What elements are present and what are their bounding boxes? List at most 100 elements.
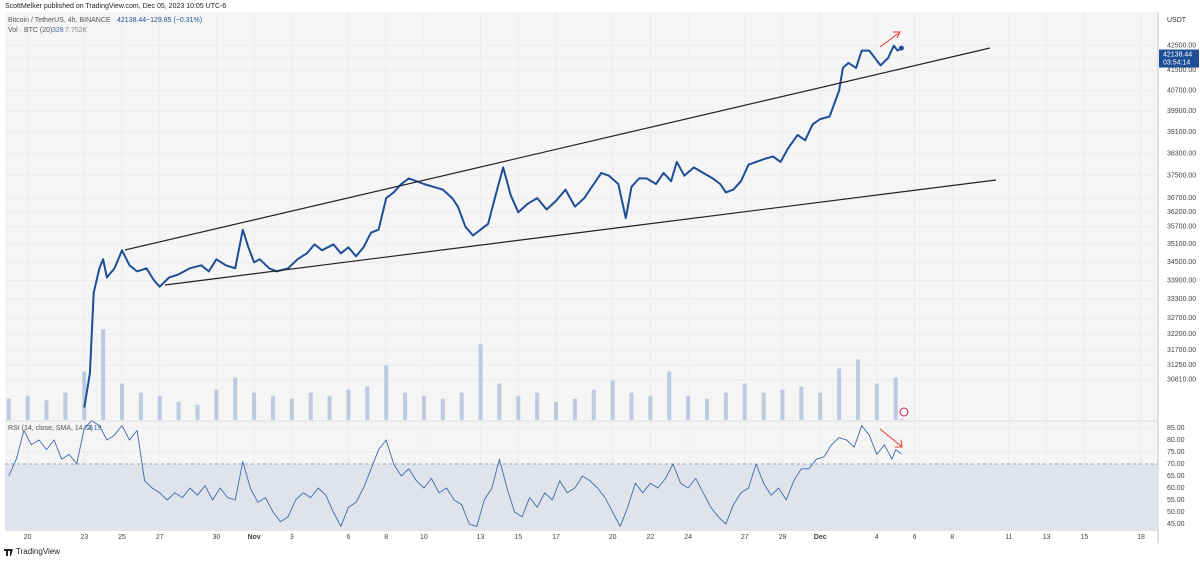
volume-bar	[686, 395, 691, 420]
volume	[6, 329, 904, 420]
y-tick-label: 38300.00	[1167, 151, 1196, 158]
volume-bar	[252, 392, 257, 420]
volume-ma: 7.752K	[65, 27, 88, 34]
y-tick-label: 36200.00	[1167, 209, 1196, 216]
volume-bar	[233, 377, 238, 420]
last-price: 42138.44	[117, 17, 146, 24]
volume-bar	[308, 392, 313, 420]
volume-bar	[667, 371, 672, 420]
y-tick-label: 33900.00	[1167, 277, 1196, 284]
volume-bar	[516, 395, 521, 420]
x-tick-label: Dec	[814, 534, 827, 541]
up-arrow-head	[893, 31, 901, 39]
volume-bar	[25, 395, 30, 420]
rsi-band-fill	[5, 464, 1158, 530]
volume-bar	[157, 395, 162, 420]
y-tick-label: 41500.00	[1167, 67, 1196, 74]
last-price-box	[1159, 49, 1199, 68]
volume-bar	[176, 401, 181, 420]
volume-bar	[478, 344, 483, 420]
rsi-tick-label: 80.00	[1167, 437, 1185, 444]
volume-bar	[855, 359, 860, 420]
upper-trendline	[124, 47, 991, 251]
y-tick-label: 31700.00	[1167, 347, 1196, 354]
x-tick-label: 23	[80, 534, 88, 541]
volume-bar	[421, 395, 426, 420]
y-tick-label: 30810.00	[1167, 377, 1196, 384]
volume-bar	[704, 398, 709, 420]
volume-bar	[610, 380, 615, 420]
volume-bar	[837, 368, 842, 420]
volume-bar	[497, 383, 502, 420]
volume-bar	[572, 398, 577, 420]
volume-bar	[554, 401, 559, 420]
volume-bar	[780, 389, 785, 420]
x-tick-label: 27	[156, 534, 164, 541]
currency: USDT	[1167, 17, 1187, 24]
volume-bar	[195, 404, 200, 420]
volume-bar	[101, 329, 106, 420]
rsi-line	[8, 420, 902, 527]
x-tick-label: 8	[384, 534, 388, 541]
volume-bar	[440, 398, 445, 420]
volume-last: 328	[52, 27, 64, 34]
volume-bar	[63, 392, 68, 420]
volume-bar	[289, 398, 294, 420]
y-tick-label: 36700.00	[1167, 195, 1196, 202]
volume-bar	[799, 386, 804, 420]
y-tick-label: 42500.00	[1167, 43, 1196, 50]
series	[8, 44, 904, 527]
x-tick-label: 4	[875, 534, 879, 541]
x-tick-label: 13	[477, 534, 485, 541]
rsi-tick-label: 70.00	[1167, 461, 1185, 468]
y-tick-label: 32700.00	[1167, 315, 1196, 322]
x-tick-label: 15	[514, 534, 522, 541]
volume-bar	[648, 395, 653, 420]
volume-bar	[874, 383, 879, 420]
axes: 20 23 25 27 30 Nov 3 6 8 10 13 15 17 20 22 24 27 29 Dec 4 6 8…	[24, 43, 1199, 541]
rsi-tick-label: 65.00	[1167, 473, 1185, 480]
volume-bar	[44, 400, 49, 420]
volume-bar	[138, 392, 143, 420]
x-tick-label: 15	[1081, 534, 1089, 541]
x-tick-label: 22	[646, 534, 654, 541]
event-icon[interactable]	[899, 407, 909, 417]
price-pane	[5, 12, 1158, 420]
volume-bar	[742, 383, 747, 420]
y-tick-label: 32200.00	[1167, 331, 1196, 338]
rsi-tick-label: 85.00	[1167, 425, 1185, 432]
x-tick-label: 10	[420, 534, 428, 541]
y-tick-label: 31250.00	[1167, 362, 1196, 369]
y-tick-label: 39100.00	[1167, 129, 1196, 136]
volume-bar	[365, 386, 370, 420]
rsi-label: RSI (14, close, SMA, 14, 2)	[8, 425, 93, 432]
volume-bar	[214, 389, 219, 420]
y-tick-label: 35700.00	[1167, 224, 1196, 231]
rsi-last: 74.19	[84, 425, 102, 432]
volume-bar	[384, 365, 389, 420]
volume-bar	[761, 392, 766, 420]
x-tick-label: 20	[609, 534, 617, 541]
volume-label: Vol · BTC (20)	[8, 27, 52, 34]
down-arrow	[879, 428, 902, 447]
publisher-note: ScottMelker published on TradingView.com…	[5, 3, 226, 10]
rsi-band	[5, 463, 1158, 530]
y-tick-label: 39900.00	[1167, 108, 1196, 115]
x-tick-label: 8	[950, 534, 954, 541]
volume-bar	[6, 398, 11, 420]
volume-bar	[535, 392, 540, 420]
y-tick-label: 33300.00	[1167, 296, 1196, 303]
volume-bar	[893, 377, 898, 420]
volume-bar	[119, 383, 124, 420]
y-tick-label: 37500.00	[1167, 173, 1196, 180]
x-tick-label: 3	[290, 534, 294, 541]
symbol: Bitcoin / TetherUS, 4h, BINANCE	[8, 17, 111, 24]
x-tick-label: 18	[1137, 534, 1145, 541]
volume-bar	[403, 392, 408, 420]
rsi-tick-label: 55.00	[1167, 497, 1185, 504]
volume-bar	[629, 392, 634, 420]
down-arrow-head	[895, 439, 903, 448]
x-tick-label: 25	[118, 534, 126, 541]
rsi-tick-label: 45.00	[1167, 521, 1185, 528]
